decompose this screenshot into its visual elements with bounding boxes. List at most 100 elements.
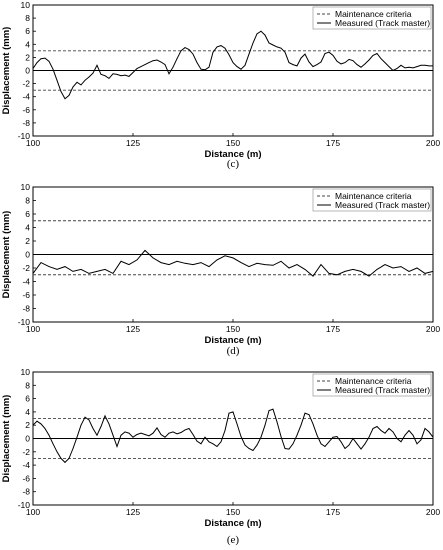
measured-point: [248, 266, 250, 267]
measured-point: [432, 65, 434, 67]
measured-point: [36, 420, 38, 422]
measured-point: [252, 450, 254, 451]
measured-point: [348, 444, 350, 446]
measured-point: [312, 66, 314, 67]
measured-point: [152, 257, 154, 259]
legend-label-measured: Measured (Track master): [335, 18, 430, 28]
measured-point: [92, 72, 94, 74]
y-tick-label: 8: [25, 380, 30, 390]
measured-point: [124, 431, 126, 433]
measured-point: [32, 424, 34, 426]
measured-point: [408, 66, 410, 68]
measured-point: [276, 46, 278, 48]
measured-point: [388, 428, 390, 429]
measured-point: [272, 408, 274, 410]
panel-sublabel: (c): [227, 158, 240, 170]
measured-point: [236, 423, 238, 425]
measured-point: [80, 269, 82, 270]
y-tick-label: -10: [18, 500, 31, 510]
measured-point: [44, 57, 46, 59]
measured-point: [320, 443, 322, 445]
measured-point: [208, 441, 210, 443]
measured-point: [296, 65, 298, 67]
measured-point: [224, 255, 226, 257]
y-tick-label: -4: [22, 92, 30, 102]
measured-point: [304, 412, 306, 414]
y-tick-label: 6: [25, 26, 30, 36]
measured-point: [120, 75, 122, 77]
measured-point: [280, 436, 282, 437]
measured-point: [408, 271, 410, 272]
measured-point: [232, 411, 234, 413]
measured-point: [424, 428, 426, 429]
y-tick-label: -2: [22, 263, 30, 273]
measured-point: [384, 62, 386, 63]
measured-point: [72, 448, 74, 449]
measured-point: [264, 264, 266, 265]
measured-point: [384, 264, 386, 265]
legend-label-criteria: Maintenance criteria: [335, 9, 412, 19]
measured-point: [112, 434, 114, 436]
measured-point: [64, 462, 66, 463]
x-tick-label: 200: [426, 324, 440, 334]
measured-point: [40, 423, 42, 425]
measured-point: [96, 64, 98, 66]
measured-point: [208, 266, 210, 267]
measured-point: [128, 432, 130, 434]
measured-point: [200, 68, 202, 70]
measured-point: [48, 60, 50, 62]
measured-point: [136, 259, 138, 261]
y-tick-label: -10: [18, 317, 31, 327]
measured-point: [212, 443, 214, 445]
legend-label-measured: Measured (Track master): [335, 385, 430, 395]
measured-point: [72, 86, 74, 88]
measured-point: [176, 260, 178, 262]
y-tick-label: 4: [25, 39, 30, 49]
measured-point: [96, 434, 98, 436]
measured-point: [128, 264, 130, 265]
measured-point: [336, 436, 338, 437]
measured-point: [416, 267, 418, 269]
panel-sublabel: (e): [227, 534, 240, 546]
measured-point: [368, 275, 370, 277]
legend-box: [312, 188, 432, 212]
chart-panel: -10 -8 -6 -4 -2 0 2 4 6 8 10 100 125 150 175 200 Mainten…: [1, 367, 440, 546]
measured-point: [116, 74, 118, 75]
y-tick-label: -2: [22, 79, 30, 89]
measured-point: [140, 432, 142, 434]
measured-point: [256, 33, 258, 35]
measured-point: [172, 431, 174, 433]
legend-label-criteria: Maintenance criteria: [335, 191, 412, 201]
legend-box: [312, 373, 432, 397]
measured-point: [312, 275, 314, 277]
measured-point: [192, 264, 194, 265]
measured-point: [344, 62, 346, 63]
measured-point: [280, 47, 282, 49]
measured-point: [316, 64, 318, 65]
y-tick-label: 0: [25, 250, 30, 260]
measured-point: [272, 264, 274, 266]
y-tick-label: -10: [18, 131, 31, 141]
measured-point: [104, 269, 106, 270]
measured-point: [88, 76, 90, 78]
measured-point: [160, 434, 162, 435]
measured-point: [320, 264, 322, 265]
measured-point: [124, 74, 126, 76]
measured-point: [328, 273, 330, 274]
measured-point: [76, 436, 78, 438]
measured-point: [396, 68, 398, 69]
measured-point: [416, 66, 418, 67]
measured-point: [292, 443, 294, 445]
measured-point: [216, 446, 218, 447]
measured-point: [376, 426, 378, 427]
measured-point: [368, 436, 370, 438]
measured-point: [240, 436, 242, 437]
measured-series-line: [32, 30, 433, 100]
measured-point: [340, 441, 342, 443]
measured-point: [312, 423, 314, 425]
y-tick-label: 4: [25, 223, 30, 233]
y-tick-label: -6: [22, 290, 30, 300]
measured-point: [100, 74, 102, 75]
measured-point: [120, 434, 122, 436]
measured-point: [424, 273, 426, 274]
